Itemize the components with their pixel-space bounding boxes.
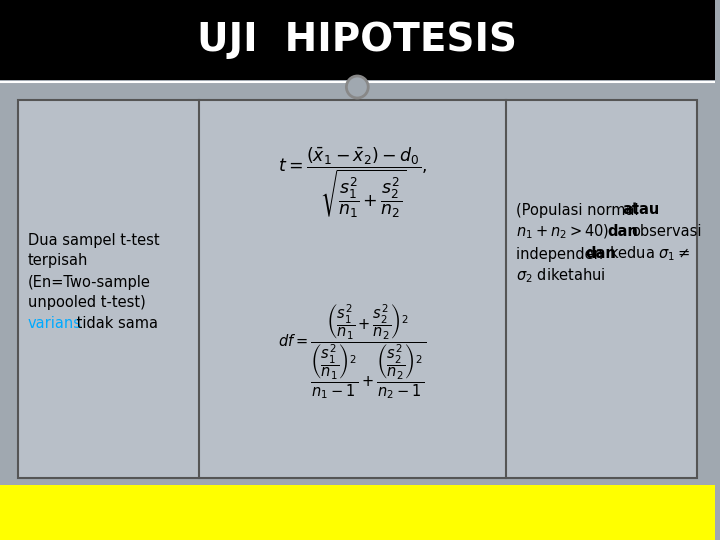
Text: (Populasi normal: (Populasi normal (516, 202, 644, 218)
Text: tidak sama: tidak sama (73, 316, 158, 332)
Text: Dua sampel t-test: Dua sampel t-test (28, 233, 159, 247)
Text: $\sigma_2$ diketahui: $\sigma_2$ diketahui (516, 267, 606, 285)
Text: unpooled t-test): unpooled t-test) (28, 295, 145, 310)
Text: terpisah: terpisah (28, 253, 88, 268)
FancyBboxPatch shape (18, 100, 697, 478)
Text: dan: dan (585, 246, 616, 261)
Text: varians: varians (28, 316, 82, 332)
Text: UJI  HIPOTESIS: UJI HIPOTESIS (197, 21, 517, 59)
Text: observasi: observasi (631, 225, 702, 240)
Text: kedua $\sigma_1 \neq$: kedua $\sigma_1 \neq$ (609, 245, 691, 264)
Text: independen: independen (516, 246, 608, 261)
Text: dan: dan (608, 225, 639, 240)
Text: $n_1 + n_2 > 40)$: $n_1 + n_2 > 40)$ (516, 223, 609, 241)
Text: atau: atau (622, 202, 660, 218)
FancyBboxPatch shape (0, 0, 714, 80)
Circle shape (346, 76, 368, 98)
FancyBboxPatch shape (0, 485, 714, 540)
Text: $df = \dfrac{\left(\dfrac{s_1^2}{n_1} + \dfrac{s_2^2}{n_2}\right)^2}{\dfrac{\lef: $df = \dfrac{\left(\dfrac{s_1^2}{n_1} + … (278, 302, 426, 401)
Text: $t = \dfrac{(\bar{x}_1 - \bar{x}_2) - d_0}{\sqrt{\dfrac{s_1^2}{n_1} + \dfrac{s_2: $t = \dfrac{(\bar{x}_1 - \bar{x}_2) - d_… (278, 145, 427, 219)
Text: (En=Two-sample: (En=Two-sample (28, 274, 150, 289)
